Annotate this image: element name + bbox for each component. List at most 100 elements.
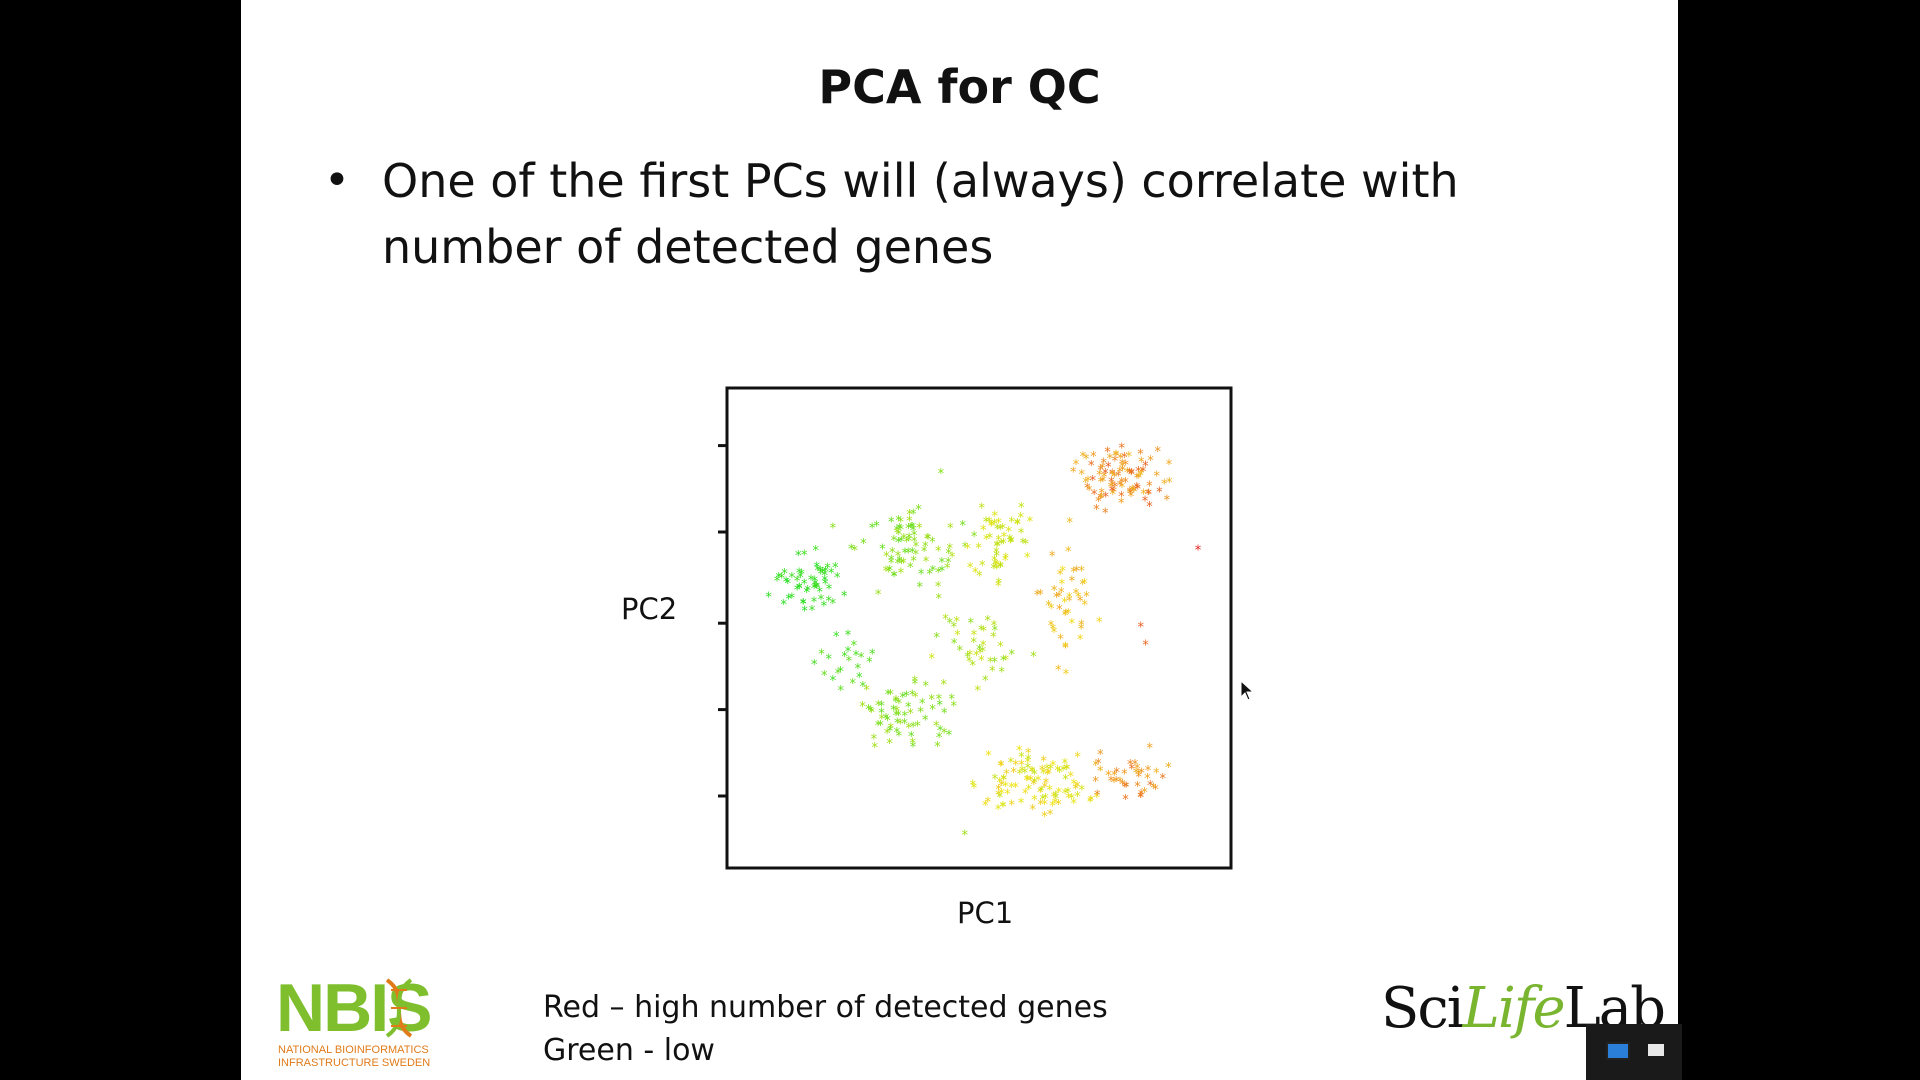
- scatter-point: *: [1030, 650, 1037, 665]
- scatter-point: *: [910, 721, 917, 736]
- scatter-point: *: [917, 706, 924, 721]
- scatter-point: *: [980, 639, 987, 654]
- scatter-point: *: [1140, 465, 1147, 480]
- scatter-point: *: [1052, 790, 1059, 805]
- scatter-point: *: [906, 508, 913, 523]
- scatter-point: *: [909, 737, 916, 752]
- scatter-point: *: [888, 515, 895, 530]
- scatter-point: *: [1022, 538, 1029, 553]
- scatter-point: *: [1031, 768, 1038, 783]
- scatter-point: *: [1031, 776, 1038, 791]
- scatter-point: *: [1119, 457, 1126, 472]
- scatter-point: *: [860, 680, 867, 695]
- scatter-point: *: [1069, 574, 1076, 589]
- scatter-point: *: [973, 649, 980, 664]
- scatter-point: *: [1062, 641, 1069, 656]
- scatter-point: *: [1017, 768, 1024, 783]
- scatter-point: *: [970, 659, 977, 674]
- scatter-point: *: [1095, 757, 1102, 772]
- scatter-point: *: [1134, 472, 1141, 487]
- scatter-point: *: [1074, 790, 1081, 805]
- scatter-point: *: [1088, 459, 1095, 474]
- scatter-point: *: [1102, 507, 1109, 522]
- scatter-point: *: [987, 532, 994, 547]
- scatter-point: *: [935, 545, 942, 560]
- scatter-point: *: [894, 527, 901, 542]
- scatter-point: *: [781, 598, 788, 613]
- scatter-point: *: [929, 536, 936, 551]
- display-icon[interactable]: [1648, 1044, 1664, 1056]
- scatter-point: *: [992, 509, 999, 524]
- scatter-point: *: [1025, 747, 1032, 762]
- scatter-point: *: [1109, 469, 1116, 484]
- scatter-point: *: [1102, 467, 1109, 482]
- scatter-point: *: [1156, 486, 1163, 501]
- scatter-point: *: [1108, 774, 1115, 789]
- scatter-point: *: [924, 532, 931, 547]
- scatter-point: *: [867, 704, 874, 719]
- scatter-point: *: [1124, 466, 1131, 481]
- scatter-point: *: [849, 677, 856, 692]
- scatter-point: *: [945, 556, 952, 571]
- scatter-point: *: [916, 522, 923, 537]
- scatter-point: *: [1126, 450, 1133, 465]
- scatter-point: *: [997, 560, 1004, 575]
- scatter-point: *: [841, 650, 848, 665]
- scatter-point: *: [1029, 765, 1036, 780]
- scatter-point: *: [1055, 798, 1062, 813]
- scatter-point: *: [933, 720, 940, 735]
- scatter-point: *: [994, 540, 1001, 555]
- scatter-point: *: [779, 571, 786, 586]
- scatter-point: *: [1004, 788, 1011, 803]
- scatter-point: *: [1070, 797, 1077, 812]
- scatter-point: *: [801, 577, 808, 592]
- mouse-cursor-icon: [1240, 680, 1254, 701]
- scatter-point: *: [1135, 465, 1142, 480]
- scatter-point: *: [906, 721, 913, 736]
- x-axis-label: PC1: [957, 896, 1014, 930]
- scatter-point: *: [1040, 754, 1047, 769]
- scatter-point: *: [971, 629, 978, 644]
- scatter-point: *: [887, 688, 894, 703]
- scatter-point: *: [886, 737, 893, 752]
- scatter-point: *: [886, 564, 893, 579]
- scatter-point: *: [1108, 476, 1115, 491]
- scatter-point: *: [784, 577, 791, 592]
- plot-frame: [725, 386, 1233, 870]
- scatter-point: *: [989, 665, 996, 680]
- scatter-point: *: [959, 519, 966, 534]
- scatter-point: *: [992, 558, 999, 573]
- scatter-point: *: [863, 684, 870, 699]
- scatter-point: *: [822, 578, 829, 593]
- scatter-point: *: [994, 522, 1001, 537]
- scatter-point: *: [940, 678, 947, 693]
- scatter-point: *: [1062, 757, 1069, 772]
- scatter-point: *: [883, 712, 890, 727]
- scatter-point: *: [896, 528, 903, 543]
- scatter-point: *: [821, 599, 828, 614]
- scatter-point: *: [1041, 810, 1048, 825]
- scatter-point: *: [1065, 786, 1072, 801]
- scatter-point: *: [1065, 792, 1072, 807]
- scatter-point: *: [1053, 792, 1060, 807]
- scatter-point: *: [923, 680, 930, 695]
- scatter-point: *: [832, 561, 839, 576]
- scatter-point: *: [1109, 479, 1116, 494]
- scatter-point: *: [1138, 791, 1145, 806]
- scatter-point: *: [1118, 490, 1125, 505]
- scatter-point: *: [1067, 770, 1074, 785]
- scatter-point: *: [941, 726, 948, 741]
- scatter-point: *: [971, 530, 978, 545]
- scatter-point: *: [878, 699, 885, 714]
- window-icon[interactable]: [1606, 1042, 1630, 1060]
- scatter-point: *: [938, 467, 945, 482]
- scatter-point: *: [977, 646, 984, 661]
- scatter-point: *: [1000, 773, 1007, 788]
- scatter-point: *: [1002, 552, 1009, 567]
- scatter-point: *: [898, 567, 905, 582]
- scatter-point: *: [926, 567, 933, 582]
- scatter-point: *: [1083, 452, 1090, 467]
- scatter-point: *: [972, 566, 979, 581]
- scatter-point: *: [1018, 501, 1025, 516]
- scatter-point: *: [1057, 568, 1064, 583]
